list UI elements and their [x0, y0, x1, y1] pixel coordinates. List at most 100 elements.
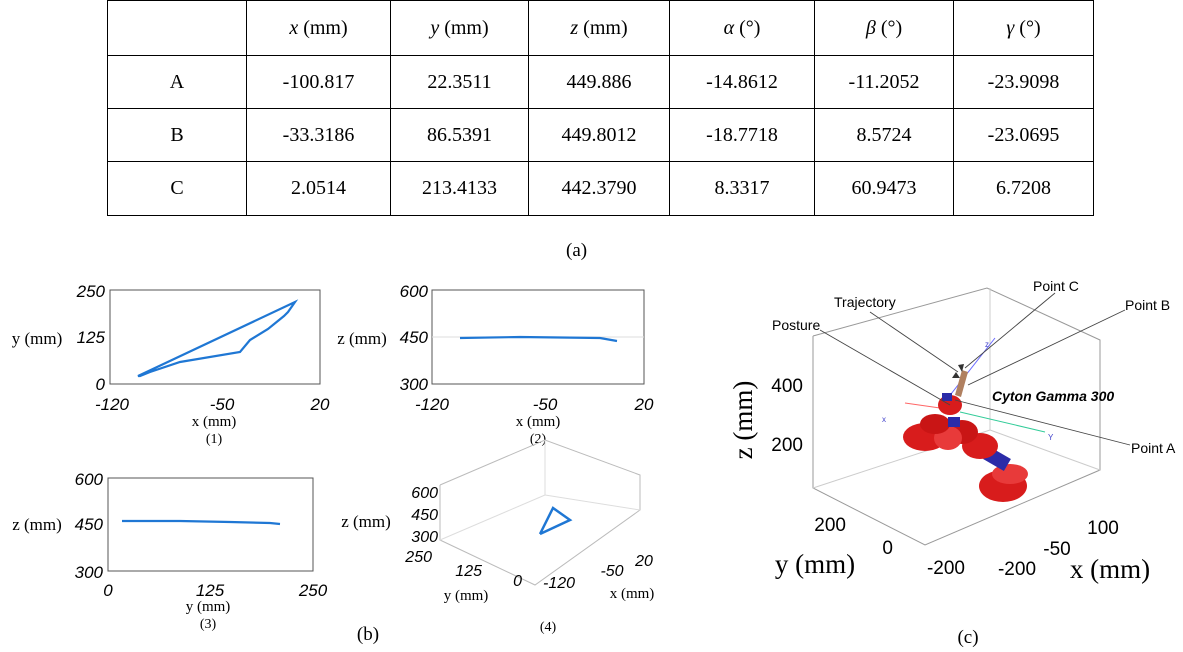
xlabel: x (mm) [192, 414, 237, 430]
table-cell: 60.9473 [814, 161, 954, 216]
plot-4: 600 450 300 z (mm) 250 125 0 y (mm) -120… [341, 439, 655, 635]
caption-b: (b) [357, 624, 379, 645]
table-cell: -33.3186 [246, 108, 391, 162]
row-label: B [107, 108, 247, 162]
robot-arm [903, 364, 1028, 502]
xtick: 250 [298, 581, 328, 600]
robot-tip [952, 372, 960, 378]
plot-frame [107, 477, 314, 572]
label-posture: Posture [772, 317, 820, 333]
caption-b1: (1) [206, 432, 223, 447]
ztick: 200 [771, 435, 803, 456]
ylabel: z (mm) [12, 515, 62, 534]
ytick: 0 [96, 375, 106, 394]
xlabel: x (mm) [516, 414, 561, 430]
box-edge [439, 494, 546, 541]
xtick: -200 [998, 559, 1036, 580]
xtick: -50 [210, 395, 235, 414]
table-cell: 442.3790 [528, 161, 670, 216]
ytick: 200 [814, 515, 846, 536]
table-cell: 22.3511 [390, 55, 529, 109]
y-axis-line [959, 411, 1046, 433]
ytick: 0 [882, 538, 893, 559]
header-cell: γ (°) [953, 0, 1094, 56]
plot-3: 600 450 300 z (mm) 0 125 250 y (mm) (3) [12, 470, 328, 632]
trajectory-line [538, 506, 573, 536]
ytick: 250 [404, 549, 432, 566]
point-c-leader [964, 292, 1056, 369]
xtick: 100 [1087, 518, 1119, 539]
ztick: 600 [411, 485, 438, 502]
xtick: 0 [103, 581, 113, 600]
table-cell: -14.8612 [669, 55, 815, 109]
robot-joint [948, 417, 960, 427]
table-cell: -23.0695 [953, 108, 1094, 162]
z-axis-letter: z [985, 340, 989, 349]
caption-c: (c) [957, 627, 978, 648]
ytick: 300 [400, 375, 429, 394]
xtick: -120 [95, 395, 130, 414]
ytick: 0 [513, 573, 522, 590]
robot-name-label: Cyton Gamma 300 [992, 388, 1114, 404]
ytick: 450 [75, 515, 104, 534]
ytick: 250 [76, 282, 106, 301]
ylabel: y (mm) [12, 329, 63, 348]
table-cell: 213.4133 [390, 161, 529, 216]
table-row: A -100.817 22.3511 449.886 -14.8612 -11.… [107, 55, 1094, 109]
robot-view: z x Y Trajectory Posture Point C [728, 278, 1176, 584]
xtick: -50 [533, 395, 558, 414]
robot-gripper [955, 370, 968, 397]
row-label: C [107, 161, 247, 216]
table-cell: -100.817 [246, 55, 391, 109]
robot-joint [942, 393, 952, 401]
trajectory-line [137, 299, 299, 378]
box-edge [989, 429, 1101, 471]
point-a-leader [954, 399, 1131, 446]
robot-link [920, 414, 950, 434]
table-cell: 86.5391 [390, 108, 529, 162]
caption-b2: (2) [530, 432, 547, 447]
y-axis-letter: Y [1048, 433, 1054, 442]
ytick: 600 [75, 470, 104, 489]
table-cell: 6.7208 [953, 161, 1094, 216]
label-point-a: Point A [1131, 440, 1176, 456]
ytick: 125 [77, 328, 106, 347]
trajectory-line [459, 335, 618, 343]
xtick: 20 [310, 395, 330, 414]
xtick: -50 [600, 563, 623, 580]
table-cell: -23.9098 [953, 55, 1094, 109]
pose-table: x (mm) y (mm) z (mm) α (°) β (°) γ (°) A… [107, 0, 1094, 216]
ztick: 400 [771, 376, 803, 397]
table-cell: 2.0514 [246, 161, 391, 216]
box-edge [544, 494, 641, 511]
ylabel: y (mm) [444, 588, 489, 604]
xtick: -120 [415, 395, 450, 414]
table-cell: 8.3317 [669, 161, 815, 216]
xtick: 125 [196, 581, 225, 600]
ytick: -200 [927, 558, 965, 579]
point-b-leader [967, 309, 1126, 386]
label-point-b: Point B [1125, 297, 1170, 313]
robot-tip [958, 364, 964, 372]
xlabel: x (mm) [610, 586, 655, 602]
trajectory-leader [869, 311, 959, 373]
ytick: 300 [75, 563, 104, 582]
ytick: 125 [455, 563, 482, 580]
xtick: 20 [634, 395, 654, 414]
box-3d [812, 287, 1101, 546]
xtick: -120 [543, 575, 575, 592]
plot-frame [109, 289, 321, 385]
ztick: 450 [411, 507, 438, 524]
label-point-c: Point C [1033, 278, 1079, 294]
header-cell: α (°) [669, 0, 815, 56]
xlabel: x (mm) [1070, 554, 1150, 584]
zlabel: z (mm) [341, 512, 391, 531]
x-axis-line [904, 402, 941, 409]
xlabel: y (mm) [186, 599, 231, 615]
caption-b4: (4) [540, 620, 557, 635]
ylabel: y (mm) [775, 549, 855, 579]
table-cell: -11.2052 [814, 55, 954, 109]
table-row: C 2.0514 213.4133 442.3790 8.3317 60.947… [107, 161, 1094, 216]
ytick: 450 [400, 328, 429, 347]
row-label: A [107, 55, 247, 109]
